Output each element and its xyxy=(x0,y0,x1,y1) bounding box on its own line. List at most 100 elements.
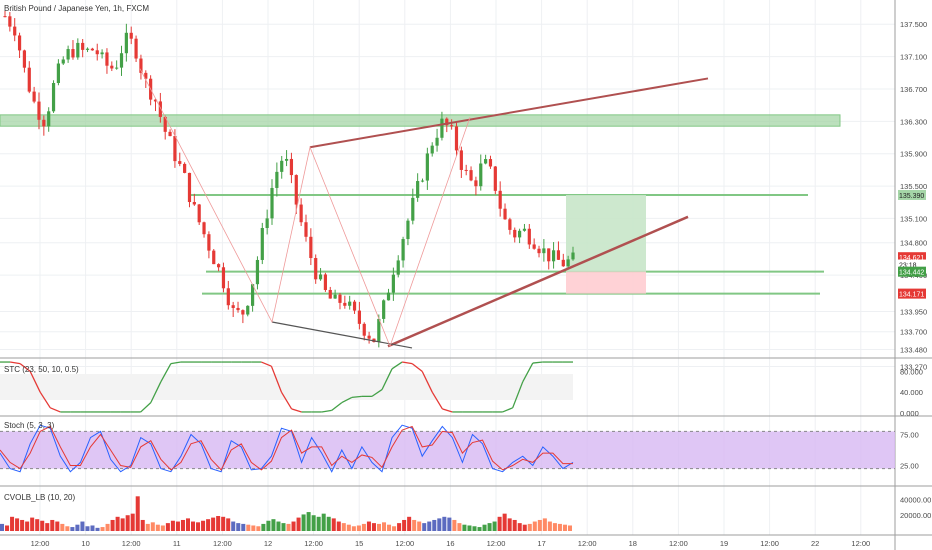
volume-bar xyxy=(437,518,442,531)
time-tick-label: 17 xyxy=(537,539,545,548)
volume-bar xyxy=(155,524,160,531)
volume-bar xyxy=(472,526,477,531)
candle xyxy=(503,208,507,220)
volume-bar xyxy=(447,517,452,531)
price-label: 134.171 xyxy=(899,292,924,299)
candle xyxy=(309,236,313,259)
time-tick-label: 12:00 xyxy=(487,539,506,548)
candle xyxy=(459,150,463,170)
stc-segment xyxy=(140,402,152,413)
stc-segment xyxy=(391,361,403,370)
stoch-pane[interactable]: 75.00 25.00 xyxy=(0,424,919,473)
volume-bar xyxy=(477,527,482,531)
stc-legend: STC (23, 50, 10, 0.5) xyxy=(4,365,79,374)
volume-bar xyxy=(75,524,80,531)
price-axis[interactable]: 137.500 137.100 136.700 136.300 135.900 135.5… xyxy=(898,20,927,372)
candle xyxy=(440,118,444,138)
stc-segment xyxy=(321,409,332,413)
volume-bar xyxy=(271,519,276,531)
volume-bar xyxy=(442,516,447,531)
candle xyxy=(241,310,245,315)
volume-bar xyxy=(351,526,356,531)
time-tick-label: 11 xyxy=(173,539,181,548)
volume-bar xyxy=(55,521,60,531)
candle xyxy=(187,172,192,203)
volume-bar xyxy=(50,519,55,531)
price-tick-label: 133.700 xyxy=(900,328,927,337)
stc-tick-label: 40.000 xyxy=(900,388,923,397)
volume-bar xyxy=(382,522,387,531)
candle xyxy=(66,49,70,60)
candle xyxy=(464,169,468,171)
stc-segment xyxy=(512,381,524,409)
candle xyxy=(265,218,269,229)
candle xyxy=(420,180,425,182)
price-pane[interactable] xyxy=(0,10,841,349)
candle xyxy=(17,35,22,51)
stc-segment xyxy=(160,363,172,383)
volume-bar xyxy=(457,523,462,531)
candle xyxy=(178,161,182,164)
candle xyxy=(566,259,570,267)
candle xyxy=(212,250,216,265)
volume-bar xyxy=(160,525,165,531)
time-tick-label: 12:00 xyxy=(578,539,597,548)
candle xyxy=(61,59,65,64)
volume-bar xyxy=(301,514,306,531)
price-tick-label: 134.800 xyxy=(900,239,927,248)
candle xyxy=(479,163,483,187)
volume-bar xyxy=(341,523,346,531)
volume-bar xyxy=(130,513,135,531)
candle xyxy=(163,116,167,132)
volume-bar xyxy=(371,523,376,531)
candle xyxy=(377,318,381,343)
volume-bar xyxy=(60,523,65,531)
candle xyxy=(27,67,31,92)
stoch-tick-label: 75.00 xyxy=(900,431,919,440)
price-label-bg xyxy=(898,266,926,277)
candle xyxy=(246,305,250,315)
stc-pane[interactable]: 80.000 40.000 0.000 xyxy=(0,361,923,418)
stc-segment xyxy=(431,391,443,410)
candle xyxy=(173,136,177,162)
volume-bar xyxy=(120,518,125,531)
candle xyxy=(493,166,497,191)
candle xyxy=(386,292,391,301)
time-tick-label: 12:00 xyxy=(760,539,779,548)
time-tick-label: 12:00 xyxy=(669,539,688,548)
volume-bar xyxy=(80,521,85,531)
stc-segment xyxy=(50,407,61,413)
candle xyxy=(115,67,119,69)
volume-bar xyxy=(286,523,291,531)
time-axis[interactable]: 12:00 10 12:00 11 12:00 12 12:00 15 12:00 16 12:00… xyxy=(31,539,871,548)
candle xyxy=(474,180,478,187)
volume-bar xyxy=(281,523,286,531)
volume-bar xyxy=(452,519,457,531)
volume-bar xyxy=(45,523,50,531)
stc-segment xyxy=(39,391,51,409)
volume-bar xyxy=(507,518,512,531)
volume-bar xyxy=(135,496,140,531)
candle xyxy=(551,250,556,262)
candle xyxy=(294,175,298,205)
target-zone xyxy=(566,194,646,272)
volume-bar xyxy=(35,519,40,531)
candle xyxy=(396,260,400,275)
volume-bar xyxy=(100,527,105,531)
volume-pane[interactable]: 40000.00 20000.00 xyxy=(0,495,931,531)
volume-bar xyxy=(326,516,331,531)
volume-bar xyxy=(40,520,45,531)
candle xyxy=(153,99,158,102)
volume-bar xyxy=(105,523,110,531)
stc-segment xyxy=(402,361,413,365)
candle xyxy=(318,274,323,280)
candle xyxy=(129,32,133,39)
candle xyxy=(556,250,561,260)
time-tick-label: 12 xyxy=(264,539,272,548)
volume-bar xyxy=(387,524,392,531)
volume-bar xyxy=(527,523,532,531)
volume-bar xyxy=(567,525,572,531)
stc-band xyxy=(0,374,573,400)
candle xyxy=(522,228,527,231)
